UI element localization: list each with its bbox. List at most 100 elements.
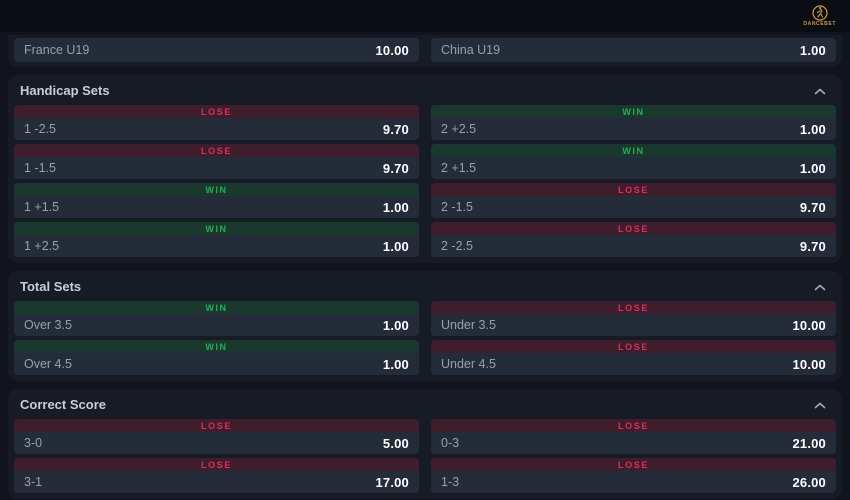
selection-label: France U19	[24, 43, 90, 57]
section-correct-score: Correct Score LOSE 3-0 5.00 LOSE 0-3 21.…	[8, 389, 842, 499]
odds-value: 1.00	[382, 238, 409, 254]
odds-row[interactable]: Under 3.5 10.00	[431, 314, 836, 336]
brand-name: DANCEBET	[803, 21, 836, 27]
collapse-section-button[interactable]	[810, 277, 830, 296]
status-badge: WIN	[14, 301, 419, 314]
odds-cell[interactable]: WIN 2 +2.5 1.00	[431, 105, 836, 140]
status-badge: WIN	[431, 105, 836, 118]
selection-label: Over 4.5	[24, 357, 72, 371]
selection-label: China U19	[441, 43, 501, 57]
odds-value: 1.00	[799, 42, 826, 58]
odds-row[interactable]: Under 4.5 10.00	[431, 353, 836, 375]
odds-row[interactable]: France U19 10.00	[14, 38, 419, 62]
odds-cell[interactable]: WIN Over 3.5 1.00	[14, 301, 419, 336]
selection-label: 1 -2.5	[24, 122, 56, 136]
status-badge: LOSE	[431, 340, 836, 353]
section-title: Correct Score	[20, 396, 106, 412]
odds-value: 1.00	[799, 160, 826, 176]
selection-label: 0-3	[441, 436, 460, 450]
odds-cell[interactable]: LOSE Under 4.5 10.00	[431, 340, 836, 375]
selection-label: 2 -1.5	[441, 200, 473, 214]
odds-cell[interactable]: WIN Over 4.5 1.00	[14, 340, 419, 375]
selection-label: 2 +1.5	[441, 161, 477, 175]
odds-cell[interactable]: France U19 10.00	[14, 38, 419, 62]
selection-label: 3-1	[24, 475, 43, 489]
odds-cell[interactable]: LOSE 3-0 5.00	[14, 419, 419, 454]
odds-row[interactable]: 3-0 5.00	[14, 432, 419, 454]
section-total-sets: Total Sets WIN Over 3.5 1.00 LOSE Under …	[8, 271, 842, 381]
odds-cell[interactable]: LOSE 2 -1.5 9.70	[431, 183, 836, 218]
status-badge: WIN	[14, 340, 419, 353]
status-badge: WIN	[14, 183, 419, 196]
odds-cell[interactable]: WIN 1 +2.5 1.00	[14, 222, 419, 257]
odds-value: 10.00	[792, 356, 826, 372]
selection-label: 1 +2.5	[24, 239, 60, 253]
odds-row[interactable]: 1 +2.5 1.00	[14, 235, 419, 257]
status-badge: WIN	[14, 222, 419, 235]
status-badge: LOSE	[14, 144, 419, 157]
odds-value: 1.00	[799, 121, 826, 137]
odds-value: 9.70	[382, 160, 409, 176]
odds-cell[interactable]: LOSE Under 3.5 10.00	[431, 301, 836, 336]
section-title: Handicap Sets	[20, 82, 110, 98]
status-badge: LOSE	[431, 301, 836, 314]
markets-panel: France U19 10.00 China U19 1.00 Handicap…	[0, 32, 850, 499]
match-winner-card: France U19 10.00 China U19 1.00	[8, 35, 842, 67]
odds-cell[interactable]: LOSE 1 -2.5 9.70	[14, 105, 419, 140]
status-badge: WIN	[431, 144, 836, 157]
odds-row[interactable]: Over 3.5 1.00	[14, 314, 419, 336]
collapse-section-button[interactable]	[810, 81, 830, 100]
collapse-section-button[interactable]	[810, 395, 830, 414]
odds-row[interactable]: 2 +2.5 1.00	[431, 118, 836, 140]
odds-row[interactable]: 0-3 21.00	[431, 432, 836, 454]
odds-row[interactable]: Over 4.5 1.00	[14, 353, 419, 375]
chevron-up-icon	[814, 397, 826, 412]
odds-value: 26.00	[792, 474, 826, 490]
brand-logo[interactable]: DANCEBET	[803, 5, 836, 27]
odds-row[interactable]: 2 -2.5 9.70	[431, 235, 836, 257]
odds-value: 1.00	[382, 317, 409, 333]
odds-cell[interactable]: WIN 1 +1.5 1.00	[14, 183, 419, 218]
odds-value: 10.00	[375, 42, 409, 58]
odds-value: 21.00	[792, 435, 826, 451]
odds-row[interactable]: 1-3 26.00	[431, 471, 836, 493]
section-handicap-sets: Handicap Sets LOSE 1 -2.5 9.70 WIN 2 +2.…	[8, 75, 842, 263]
odds-row[interactable]: China U19 1.00	[431, 38, 836, 62]
odds-cell[interactable]: WIN 2 +1.5 1.00	[431, 144, 836, 179]
odds-cell[interactable]: LOSE 0-3 21.00	[431, 419, 836, 454]
odds-row[interactable]: 2 -1.5 9.70	[431, 196, 836, 218]
odds-row[interactable]: 3-1 17.00	[14, 471, 419, 493]
selection-label: Under 3.5	[441, 318, 496, 332]
odds-cell[interactable]: LOSE 3-1 17.00	[14, 458, 419, 493]
selection-label: 2 -2.5	[441, 239, 473, 253]
status-badge: LOSE	[14, 105, 419, 118]
selection-label: 1 +1.5	[24, 200, 60, 214]
selection-label: Over 3.5	[24, 318, 72, 332]
status-badge: LOSE	[431, 183, 836, 196]
odds-cell[interactable]: LOSE 2 -2.5 9.70	[431, 222, 836, 257]
section-title: Total Sets	[20, 278, 82, 294]
chevron-up-icon	[814, 83, 826, 98]
odds-row[interactable]: 1 -2.5 9.70	[14, 118, 419, 140]
odds-cell[interactable]: LOSE 1 -1.5 9.70	[14, 144, 419, 179]
top-bar: DANCEBET	[0, 0, 850, 32]
odds-value: 10.00	[792, 317, 826, 333]
status-badge: LOSE	[431, 222, 836, 235]
selection-label: 1 -1.5	[24, 161, 56, 175]
odds-value: 1.00	[382, 356, 409, 372]
odds-value: 9.70	[799, 238, 826, 254]
dancer-emblem-icon	[811, 5, 829, 21]
odds-value: 1.00	[382, 199, 409, 215]
status-badge: LOSE	[14, 458, 419, 471]
odds-row[interactable]: 1 -1.5 9.70	[14, 157, 419, 179]
selection-label: 3-0	[24, 436, 43, 450]
status-badge: LOSE	[431, 458, 836, 471]
odds-value: 9.70	[799, 199, 826, 215]
odds-cell[interactable]: LOSE 1-3 26.00	[431, 458, 836, 493]
status-badge: LOSE	[14, 419, 419, 432]
selection-label: Under 4.5	[441, 357, 496, 371]
odds-cell[interactable]: China U19 1.00	[431, 38, 836, 62]
odds-row[interactable]: 1 +1.5 1.00	[14, 196, 419, 218]
selection-label: 2 +2.5	[441, 122, 477, 136]
odds-row[interactable]: 2 +1.5 1.00	[431, 157, 836, 179]
